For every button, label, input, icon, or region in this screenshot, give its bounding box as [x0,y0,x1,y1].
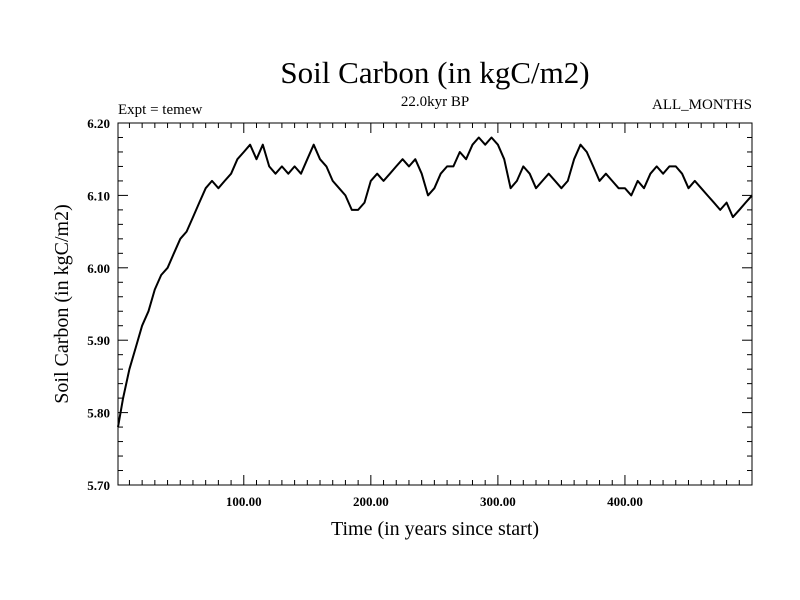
months-label: ALL_MONTHS [652,97,752,113]
plot-frame [117,122,753,486]
y-tick-label: 6.10 [87,188,110,203]
experiment-label: Expt = temew [118,102,202,118]
x-tick-label: 300.00 [480,494,516,509]
y-tick-label: 6.20 [87,116,110,131]
y-tick-label: 5.80 [87,406,110,421]
soil-carbon-series-line [117,136,753,428]
x-tick-label: 400.00 [607,494,643,509]
y-axis-label: Soil Carbon (in kgC/m2) [51,204,73,403]
chart-title: Soil Carbon (in kgC/m2) [280,55,589,90]
y-tick-label: 6.00 [87,261,110,276]
y-tick-label: 5.90 [87,333,110,348]
period-label: 22.0kyr BP [401,94,469,110]
x-tick-label: 100.00 [226,494,262,509]
x-tick-label: 200.00 [353,494,389,509]
y-tick-label: 5.70 [87,478,110,493]
x-axis-label: Time (in years since start) [331,518,539,540]
